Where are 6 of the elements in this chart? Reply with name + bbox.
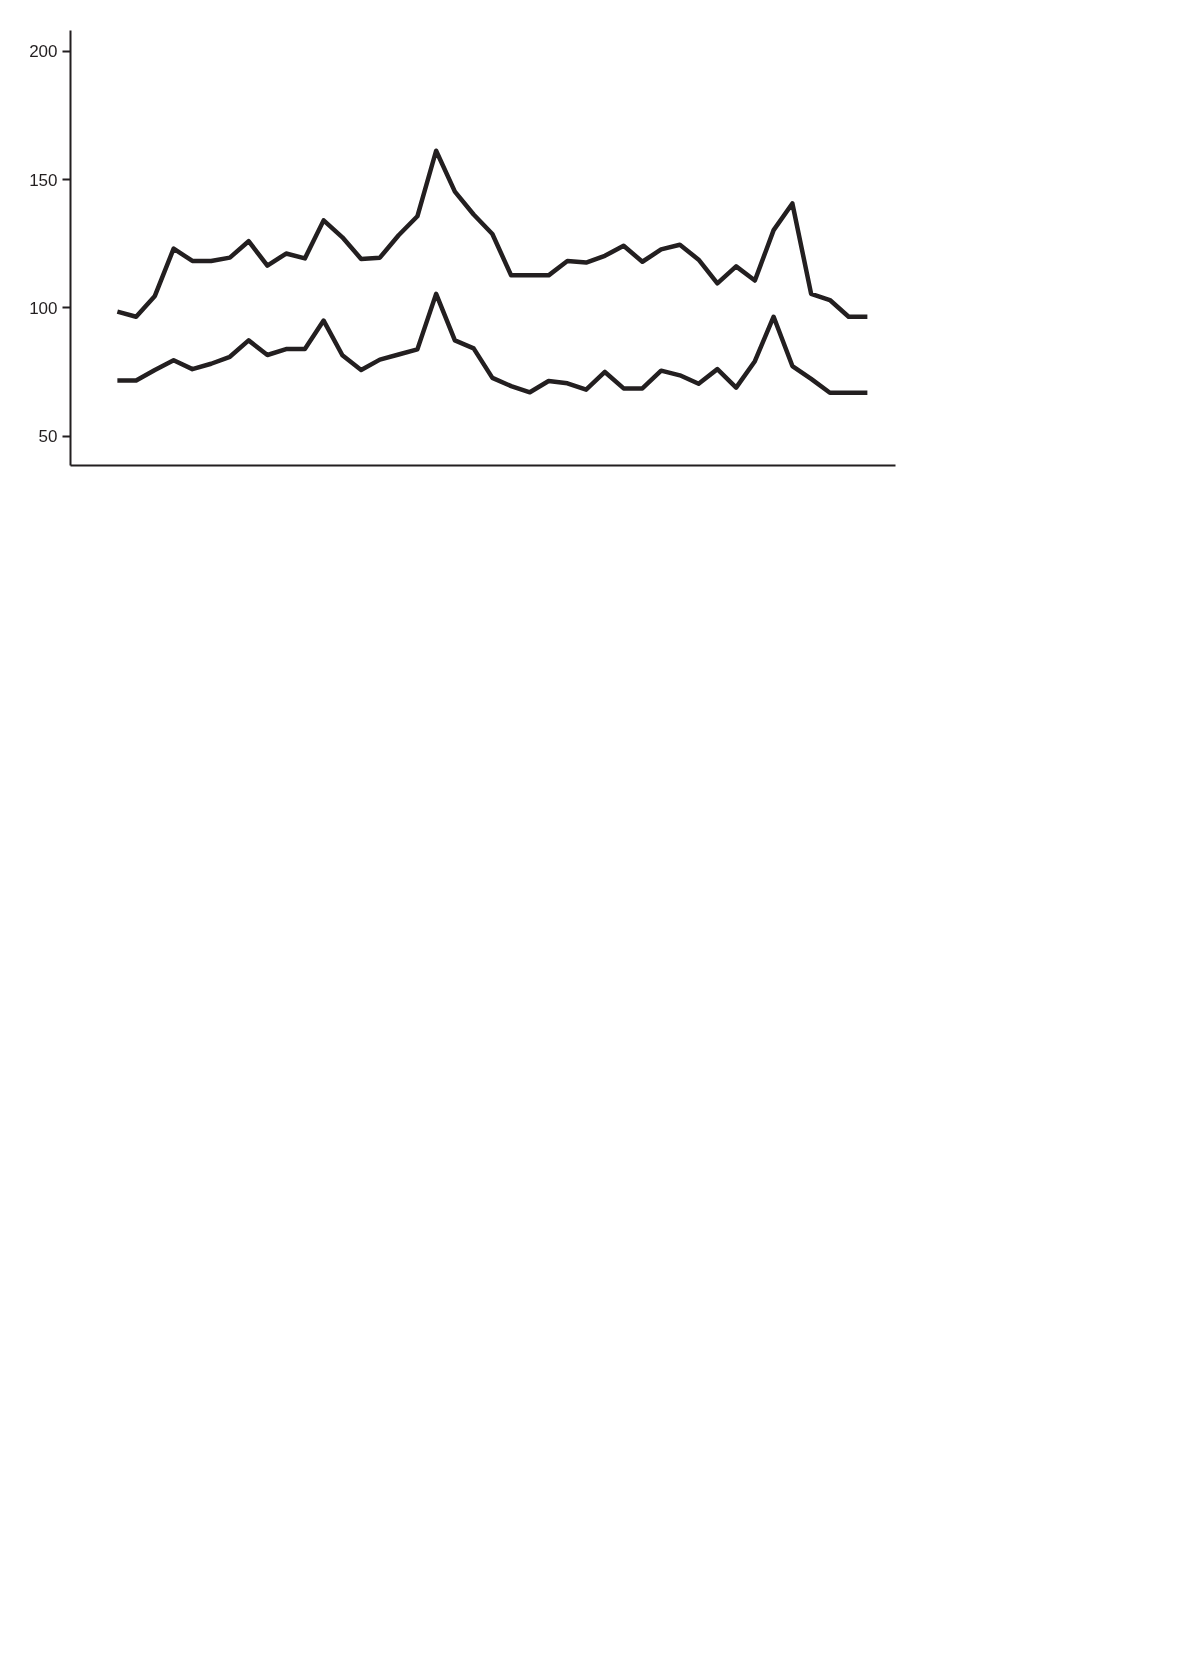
line-series: [115, 291, 870, 396]
y-tick-label: 150: [29, 170, 58, 190]
y-tick-label: 50: [38, 427, 58, 447]
y-tick-label: 200: [29, 42, 58, 62]
line-series: [115, 148, 870, 319]
y-tick-label: 100: [29, 299, 58, 318]
